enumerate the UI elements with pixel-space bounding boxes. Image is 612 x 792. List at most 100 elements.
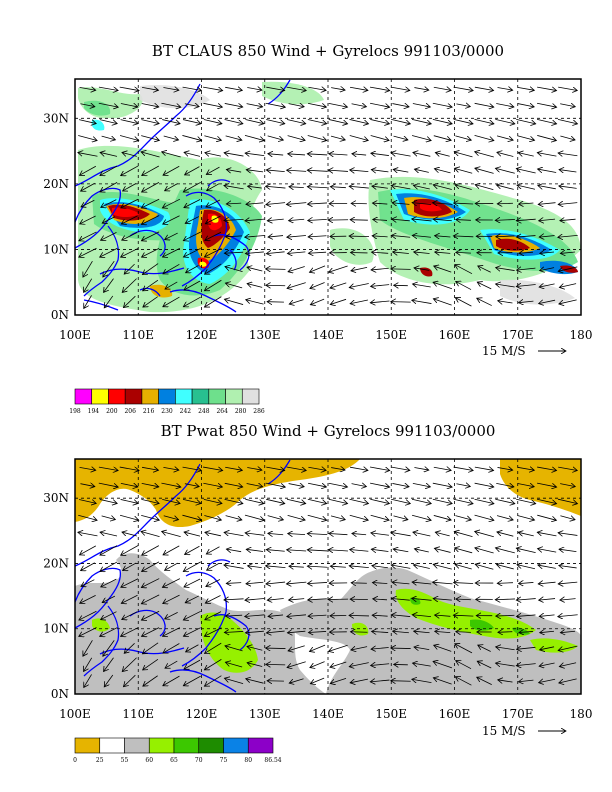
- wind-arrow: [558, 533, 578, 536]
- wind-arrow: [162, 198, 181, 208]
- wind-arrow: [79, 231, 97, 241]
- wind-arrow: [371, 549, 389, 551]
- wind-arrow: [141, 532, 160, 538]
- wind-arrow: [287, 550, 307, 551]
- wind-arrow: [266, 170, 285, 172]
- wind-arrow: [393, 631, 409, 633]
- wind-arrow: [163, 263, 180, 274]
- wind-arrow: [224, 482, 243, 487]
- wind-arrow: [349, 615, 369, 616]
- wind-arrow: [455, 564, 472, 570]
- wind-arrow: [182, 498, 201, 503]
- wind-arrow: [371, 647, 389, 649]
- wind-arrow: [204, 659, 222, 669]
- wind-arrow: [162, 531, 181, 538]
- wind-arrow: [456, 632, 471, 633]
- wind-arrow: [266, 631, 285, 633]
- wind-arrow: [307, 135, 327, 140]
- y-tick-label: 20N: [43, 177, 69, 191]
- wind-arrow: [124, 263, 135, 274]
- wind-arrow: [122, 611, 138, 620]
- wind-arrow: [474, 482, 494, 487]
- wind-arrow: [351, 647, 368, 650]
- wind-arrow: [98, 87, 118, 90]
- wind-arrow: [226, 169, 242, 172]
- wind-arrow: [184, 199, 201, 208]
- wind-arrow: [288, 266, 305, 272]
- wind-arrow: [309, 265, 326, 272]
- wind-arrow: [413, 663, 431, 666]
- wind-arrow: [559, 662, 577, 667]
- wind-arrow: [183, 675, 201, 686]
- wind-arrow: [120, 104, 138, 107]
- wind-arrow: [519, 631, 533, 632]
- wind-arrow: [331, 468, 345, 470]
- colorbar-swatch: [241, 388, 260, 405]
- wind-arrow: [349, 467, 368, 470]
- x-tick-label: 160E: [439, 328, 471, 342]
- wind-arrow: [248, 186, 262, 188]
- wind-arrow: [558, 266, 578, 271]
- wind-arrow: [104, 674, 114, 687]
- wind-arrow: [78, 532, 98, 537]
- wind-arrow: [369, 86, 390, 90]
- wind-arrow: [286, 119, 306, 123]
- wind-arrow: [204, 515, 221, 520]
- wind-arrow: [205, 611, 222, 620]
- wind-arrow: [206, 546, 220, 554]
- wind-arrow: [183, 561, 201, 572]
- wind-arrow: [224, 599, 244, 600]
- wind-arrow: [79, 545, 97, 555]
- wind-arrow: [393, 252, 409, 254]
- wind-arrow: [328, 119, 348, 123]
- wind-arrow: [412, 679, 432, 682]
- wind-arrow: [454, 203, 474, 204]
- wind-arrow: [99, 119, 117, 124]
- wind-arrow: [538, 186, 556, 189]
- wind-arrow: [182, 119, 201, 124]
- wind-arrow: [120, 499, 139, 503]
- colorbar-label: 80: [244, 757, 252, 764]
- plot-frame-2: [74, 458, 582, 695]
- wind-arrow: [496, 284, 515, 287]
- wind-arrow: [246, 582, 264, 584]
- wind-arrow: [267, 135, 284, 140]
- wind-arrow: [391, 87, 410, 90]
- wind-arrow: [266, 87, 284, 90]
- wind-arrow: [536, 102, 557, 107]
- wind-arrow: [559, 299, 577, 304]
- colorbar-swatch: [223, 737, 249, 754]
- wind-arrow: [225, 267, 243, 273]
- wind-arrow: [455, 298, 472, 307]
- wind-arrow: [517, 185, 536, 190]
- wind-arrow: [537, 466, 556, 470]
- wind-arrow: [307, 482, 326, 487]
- wind-arrow: [308, 467, 326, 470]
- wind-arrow: [244, 514, 264, 520]
- wind-arrow: [143, 675, 158, 686]
- wind-arrow: [141, 467, 158, 470]
- wind-arrow: [330, 661, 347, 667]
- wind-arrow: [267, 219, 284, 221]
- wind-arrow: [433, 219, 452, 221]
- wind-arrow: [205, 595, 221, 604]
- wind-arrow: [455, 265, 473, 275]
- wind-arrow: [206, 199, 221, 207]
- colorbar-label: 206: [124, 408, 136, 415]
- wind-arrow: [328, 102, 348, 107]
- wind-arrow: [370, 482, 390, 487]
- wind-arrow: [183, 181, 201, 192]
- wind-arrow: [245, 153, 265, 155]
- wind-arrow: [141, 514, 159, 520]
- wind-arrow: [265, 102, 286, 107]
- x-tick-label: 170E: [502, 328, 534, 342]
- wind-arrow: [519, 680, 534, 682]
- wind-arrow: [226, 583, 242, 584]
- wind-arrow: [163, 135, 179, 140]
- wind-arrow: [412, 219, 432, 221]
- wind-arrow: [101, 199, 117, 208]
- wind-arrow: [119, 135, 139, 141]
- colorbar-swatch: [74, 388, 93, 405]
- wind-arrow: [308, 87, 326, 90]
